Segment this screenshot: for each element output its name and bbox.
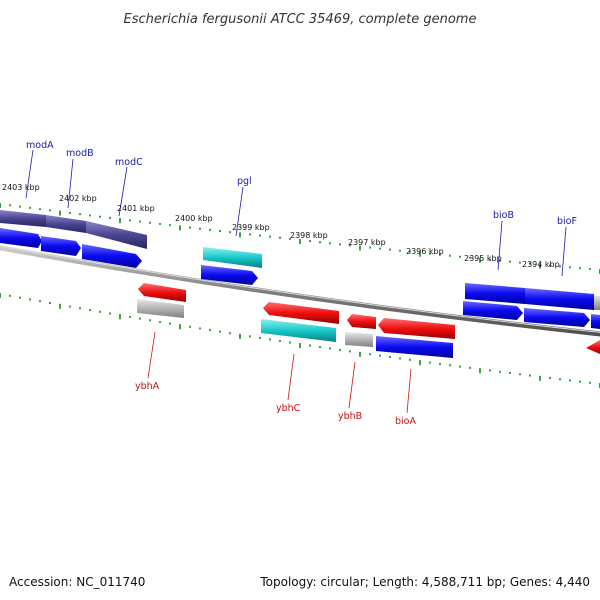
gene-bioB-band[interactable] [465, 283, 525, 304]
genome-backbone [0, 245, 600, 337]
gene-label-modA[interactable]: modA [26, 140, 54, 151]
accession-text: Accession: NC_011740 [9, 575, 145, 589]
gene-label-modB[interactable]: modB [66, 148, 94, 159]
gene-modC-band[interactable] [86, 221, 147, 249]
forward-gene-labels: modA modB modC pgl bioB bioF [25, 140, 577, 277]
map-title: Escherichia fergusonii ATCC 35469, compl… [124, 12, 477, 27]
gene-modA-arrow[interactable] [0, 228, 42, 248]
gene-ybhC-arrow[interactable] [263, 302, 339, 324]
genome-summary-text: Topology: circular; Length: 4,588,711 bp… [259, 575, 590, 589]
tick-label: 2395 kbp [464, 254, 502, 263]
gene-label-ybhB[interactable]: ybhB [338, 411, 362, 422]
tick-label: 2397 kbp [348, 238, 386, 247]
reverse-strand-genes [137, 283, 600, 358]
gene-next-band[interactable] [594, 295, 600, 310]
gene-label-bioA[interactable]: bioA [395, 416, 416, 427]
tick-label: 2398 kbp [290, 231, 328, 240]
tick-label: 2394 kbp [522, 260, 560, 269]
gene-modA-band[interactable] [0, 210, 46, 227]
gene-ybhA-arrow[interactable] [138, 283, 186, 302]
gene-label-bioF[interactable]: bioF [557, 216, 577, 227]
gene-modC-arrow[interactable] [82, 244, 142, 268]
gene-edge-arrow[interactable] [586, 340, 600, 354]
gene-pgl-arrow[interactable] [201, 265, 258, 285]
gene-label-ybhA[interactable]: ybhA [135, 381, 160, 392]
gene-label-modC[interactable]: modC [115, 157, 143, 168]
gene-ybhB-arrow[interactable] [347, 314, 376, 329]
inner-tick-ring [0, 293, 600, 388]
gene-bioA-arrow[interactable] [378, 318, 455, 339]
tick-label: 2399 kbp [232, 223, 270, 232]
tick-label: 2401 kbp [117, 204, 155, 213]
tick-label: 2402 kbp [59, 194, 97, 203]
gene-label-pgl[interactable]: pgl [237, 176, 252, 187]
gene-modB-arrow[interactable] [41, 236, 81, 256]
gene-bioB-arrow[interactable] [463, 301, 523, 320]
gene-label-ybhC[interactable]: ybhC [276, 403, 301, 414]
gene-ybhB-band[interactable] [345, 332, 373, 347]
forward-strand-genes [0, 210, 600, 329]
gene-modB-band[interactable] [46, 215, 86, 233]
tick-label: 2403 kbp [2, 183, 40, 192]
outer-tick-ring [0, 203, 600, 274]
gene-next-arrow[interactable] [591, 314, 600, 329]
gene-bioF-band[interactable] [525, 288, 594, 310]
tick-label: 2396 kbp [406, 247, 444, 256]
gene-ybhA-band[interactable] [137, 299, 184, 318]
tick-labels: 2403 kbp 2402 kbp 2401 kbp 2400 kbp 2399… [2, 183, 560, 269]
gene-ybhC-band[interactable] [261, 319, 336, 342]
gene-label-bioB[interactable]: bioB [493, 210, 514, 221]
gene-bioF-arrow[interactable] [524, 308, 590, 327]
gene-bioA-band[interactable] [376, 336, 453, 358]
gene-pgl-band[interactable] [203, 247, 262, 268]
reverse-gene-labels: ybhA ybhC ybhB bioA [135, 331, 416, 427]
tick-label: 2400 kbp [175, 214, 213, 223]
